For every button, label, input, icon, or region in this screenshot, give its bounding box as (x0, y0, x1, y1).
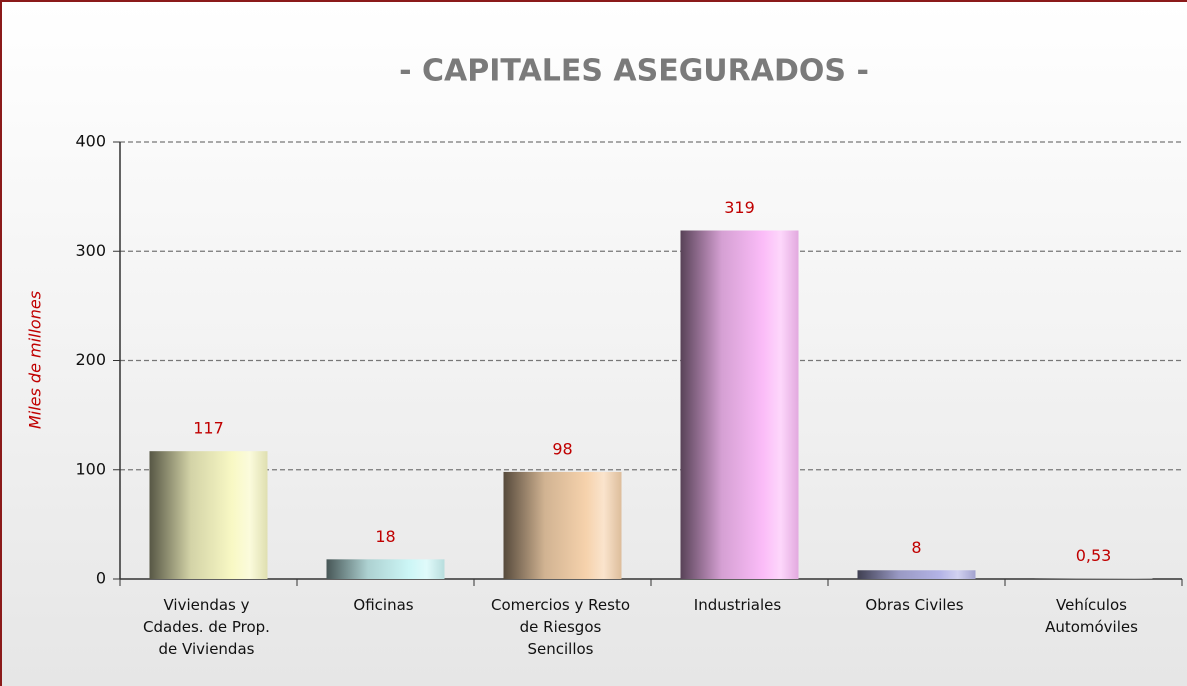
bar (149, 451, 268, 579)
data-label: 0,53 (1076, 546, 1112, 565)
y-tick-label: 200 (75, 350, 106, 369)
bar (857, 570, 976, 579)
x-tick-label: Vehículos Automóviles (1045, 596, 1138, 636)
data-label: 98 (552, 439, 572, 458)
bar (503, 471, 622, 579)
x-tick-label: Viviendas y Cdades. de Prop. de Vivienda… (143, 596, 270, 658)
y-tick-label: 400 (75, 132, 106, 151)
bar (1034, 578, 1153, 579)
x-tick-label: Oficinas (353, 596, 414, 614)
y-axis-label: Miles de millones (26, 291, 45, 429)
data-label: 18 (375, 527, 395, 546)
bar (680, 230, 799, 579)
data-label: 319 (724, 198, 755, 217)
y-tick-label: 0 (96, 569, 106, 588)
chart-title: - CAPITALES ASEGURADOS - (399, 54, 869, 89)
x-tick-label: Obras Civiles (865, 596, 964, 614)
y-tick-label: 300 (75, 241, 106, 260)
data-label: 117 (193, 419, 224, 438)
y-tick-label: 100 (75, 459, 106, 478)
x-tick-label: Industriales (693, 596, 782, 614)
x-tick-label: Comercios y Resto de Riesgos Sencillos (491, 596, 630, 658)
bar (326, 559, 445, 579)
data-label: 8 (911, 538, 921, 557)
